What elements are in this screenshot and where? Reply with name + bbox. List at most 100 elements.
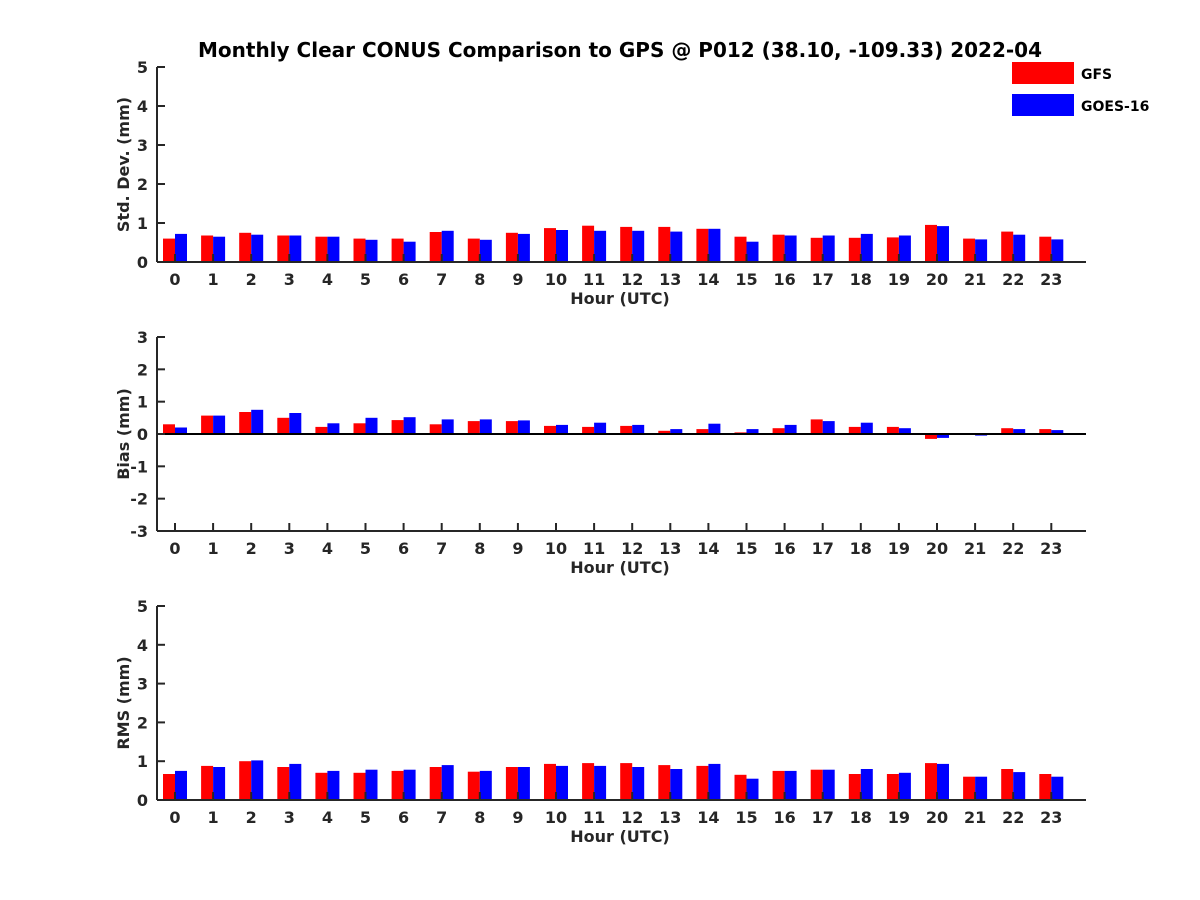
rms-bar-goes16-1 <box>213 767 226 800</box>
rms-bar-gfs-19 <box>886 774 899 800</box>
bias-bar-gfs-22 <box>1001 428 1014 434</box>
rms-bar-gfs-1 <box>201 765 214 800</box>
rms-bar-gfs-22 <box>1001 769 1014 800</box>
bias-x-tick-label: 21 <box>964 539 986 558</box>
bias-x-tick-label: 7 <box>436 539 447 558</box>
bias-x-tick-label: 10 <box>545 539 567 558</box>
std-dev-bar-goes16-11 <box>594 230 607 262</box>
std-dev-x-tick-label: 9 <box>512 270 523 289</box>
bias-bar-goes16-18 <box>860 422 873 434</box>
rms-x-tick-label: 9 <box>512 808 523 827</box>
std-dev-y-tick-label: 2 <box>137 175 148 194</box>
bias-x-tick-label: 6 <box>398 539 409 558</box>
std-dev-bar-goes16-12 <box>632 230 645 262</box>
rms-bar-goes16-15 <box>746 778 759 800</box>
legend-label-goes16: GOES-16 <box>1081 99 1149 115</box>
std-dev-bar-gfs-22 <box>1001 231 1014 262</box>
bias-bar-goes16-10 <box>556 424 568 434</box>
bias-x-tick-label: 18 <box>850 539 872 558</box>
rms-bar-gfs-15 <box>734 774 747 800</box>
std-dev-bar-gfs-20 <box>925 224 937 262</box>
std-dev-bar-goes16-6 <box>403 241 416 262</box>
std-dev-bar-gfs-9 <box>505 232 518 263</box>
bias-x-tick-label: 4 <box>322 539 333 558</box>
std-dev-x-tick-label: 5 <box>360 270 371 289</box>
std-dev-bar-goes16-7 <box>441 230 454 262</box>
std-dev-bar-goes16-1 <box>213 236 226 262</box>
bias-y-tick-label: 2 <box>137 360 148 379</box>
rms-x-tick-label: 17 <box>812 808 834 827</box>
rms-y-tick-label: 4 <box>137 636 148 655</box>
std-dev-y-tick-label: 1 <box>137 214 148 233</box>
rms-bar-goes16-2 <box>251 760 264 800</box>
rms-bar-goes16-8 <box>479 770 492 800</box>
bias-y-axis-label: Bias (mm) <box>114 388 133 480</box>
std-dev-bar-gfs-3 <box>277 235 290 262</box>
std-dev-bar-goes16-22 <box>1013 234 1026 262</box>
std-dev-bar-gfs-14 <box>696 228 709 262</box>
bias-bar-gfs-23 <box>1039 429 1052 434</box>
rms-bar-goes16-16 <box>784 770 797 800</box>
std-dev-x-tick-label: 14 <box>697 270 719 289</box>
bias-bar-goes16-19 <box>898 428 911 434</box>
std-dev-x-tick-label: 7 <box>436 270 447 289</box>
rms-bar-gfs-16 <box>772 770 785 800</box>
bias-bar-goes16-17 <box>822 421 835 434</box>
bias-x-tick-label: 23 <box>1040 539 1062 558</box>
std-dev-bar-gfs-10 <box>544 228 556 262</box>
rms-x-tick-label: 5 <box>360 808 371 827</box>
bias-bar-goes16-6 <box>403 417 416 434</box>
rms-bar-gfs-13 <box>658 765 671 800</box>
std-dev-x-tick-label: 19 <box>888 270 910 289</box>
std-dev-bar-gfs-4 <box>315 236 328 262</box>
rms-bar-goes16-17 <box>822 769 835 800</box>
std-dev-bar-gfs-16 <box>772 234 785 262</box>
bias-bar-gfs-3 <box>277 417 290 434</box>
rms-bar-goes16-19 <box>898 772 911 800</box>
rms-bar-gfs-5 <box>353 772 366 800</box>
bias-bar-gfs-10 <box>544 425 556 434</box>
std-dev-bar-gfs-11 <box>582 225 595 262</box>
std-dev-x-tick-label: 10 <box>545 270 567 289</box>
std-dev-bar-goes16-17 <box>822 235 835 262</box>
std-dev-x-tick-label: 12 <box>621 270 643 289</box>
std-dev-x-tick-label: 0 <box>169 270 180 289</box>
legend-swatch-goes16 <box>1012 94 1074 116</box>
std-dev-x-tick-label: 1 <box>208 270 219 289</box>
std-dev-bar-goes16-13 <box>670 231 683 262</box>
rms-bar-goes16-5 <box>365 769 378 800</box>
std-dev-x-tick-label: 13 <box>659 270 681 289</box>
rms-bar-gfs-20 <box>925 763 937 800</box>
rms-bar-gfs-17 <box>810 769 823 800</box>
bias-bar-goes16-12 <box>632 424 645 434</box>
bias-x-tick-label: 20 <box>926 539 948 558</box>
rms-x-tick-label: 11 <box>583 808 605 827</box>
rms-bar-goes16-9 <box>517 767 530 800</box>
rms-bar-gfs-4 <box>315 772 328 800</box>
rms-bar-goes16-22 <box>1013 772 1026 800</box>
rms-bar-goes16-7 <box>441 765 454 800</box>
rms-x-tick-label: 4 <box>322 808 333 827</box>
rms-y-tick-label: 0 <box>137 791 148 810</box>
std-dev-bar-goes16-16 <box>784 235 797 262</box>
std-dev-bar-gfs-17 <box>810 237 823 262</box>
bias-bar-goes16-16 <box>784 424 797 434</box>
std-dev-bar-gfs-23 <box>1039 236 1052 262</box>
rms-x-tick-label: 14 <box>697 808 719 827</box>
rms-y-tick-label: 1 <box>137 752 148 771</box>
std-dev-x-tick-label: 21 <box>964 270 986 289</box>
bias-bar-gfs-17 <box>810 419 823 434</box>
rms-x-tick-label: 1 <box>208 808 219 827</box>
std-dev-bar-goes16-20 <box>937 226 949 262</box>
rms-bar-goes16-18 <box>860 769 873 800</box>
rms-bar-goes16-23 <box>1051 776 1064 800</box>
legend-label-gfs: GFS <box>1081 67 1112 83</box>
bias-y-tick-label: -1 <box>130 457 148 476</box>
bias-x-tick-label: 9 <box>512 539 523 558</box>
bias-x-tick-label: 19 <box>888 539 910 558</box>
std-dev-bar-gfs-5 <box>353 238 366 262</box>
rms-bar-gfs-3 <box>277 767 290 800</box>
std-dev-x-tick-label: 3 <box>284 270 295 289</box>
